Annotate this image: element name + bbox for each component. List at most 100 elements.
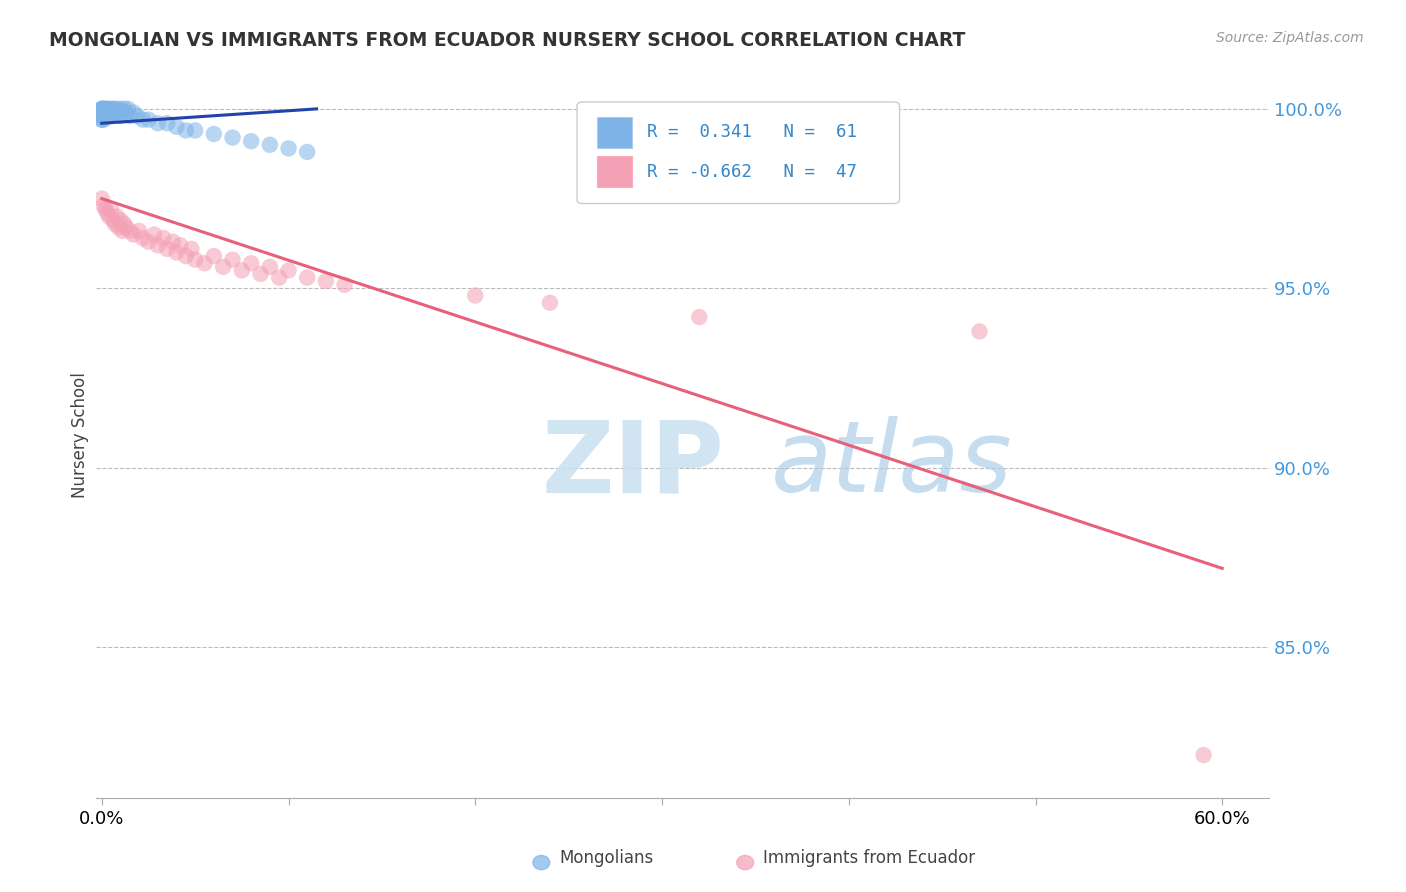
Point: [101, 105, 124, 120]
Point: [105, 105, 128, 120]
Point: [96, 102, 118, 116]
Point: [969, 325, 991, 339]
Point: [96, 105, 118, 120]
Point: [98, 210, 121, 224]
Text: Source: ZipAtlas.com: Source: ZipAtlas.com: [1216, 31, 1364, 45]
Point: [93, 112, 115, 127]
Point: [166, 120, 188, 134]
Point: [169, 238, 191, 252]
Point: [688, 310, 710, 324]
Point: [259, 260, 281, 274]
Point: [212, 260, 235, 274]
Point: [110, 109, 132, 123]
Point: [180, 242, 202, 256]
Point: [90, 105, 112, 120]
Point: [277, 263, 299, 277]
Point: [128, 224, 150, 238]
Point: [111, 224, 134, 238]
Point: [259, 137, 281, 152]
Point: [132, 112, 155, 127]
Point: [240, 256, 263, 270]
Point: [127, 109, 149, 123]
Point: [96, 105, 118, 120]
Point: [90, 112, 112, 127]
FancyBboxPatch shape: [576, 102, 900, 203]
Point: [90, 192, 112, 206]
Point: [202, 127, 225, 141]
Point: [118, 224, 141, 238]
Point: [122, 105, 145, 120]
Point: [98, 102, 121, 116]
Point: [315, 274, 337, 288]
Point: [112, 217, 135, 231]
Point: [93, 105, 115, 120]
Point: [110, 102, 132, 116]
Point: [90, 112, 112, 127]
Point: [93, 199, 115, 213]
Point: [115, 220, 138, 235]
Point: [1192, 747, 1215, 762]
Point: [221, 252, 243, 267]
Point: [138, 112, 160, 127]
Point: [90, 105, 112, 120]
Point: [221, 130, 243, 145]
Point: [90, 102, 112, 116]
Point: [90, 102, 112, 116]
Point: [269, 270, 291, 285]
Point: [107, 220, 129, 235]
Point: [100, 105, 122, 120]
Point: [277, 141, 299, 155]
Point: [193, 256, 215, 270]
Point: [98, 105, 121, 120]
Point: [100, 102, 122, 116]
Point: [93, 105, 115, 120]
Point: [93, 102, 115, 116]
Text: R =  0.341   N =  61: R = 0.341 N = 61: [647, 123, 858, 142]
Point: [94, 102, 117, 116]
Point: [231, 263, 253, 277]
Point: [104, 217, 127, 231]
Point: [94, 109, 117, 123]
Point: [101, 102, 124, 116]
Point: [146, 116, 169, 130]
Point: [104, 105, 127, 120]
Point: [94, 202, 117, 217]
Point: [295, 270, 318, 285]
Point: [184, 123, 207, 137]
Point: [240, 134, 263, 148]
Y-axis label: Nursery School: Nursery School: [72, 373, 89, 499]
Text: atlas: atlas: [770, 416, 1012, 513]
Point: [94, 102, 117, 116]
Point: [110, 213, 132, 227]
Point: [98, 109, 121, 123]
Point: [96, 109, 118, 123]
Point: [112, 102, 135, 116]
Point: [202, 249, 225, 263]
Bar: [598, 117, 633, 148]
Point: [184, 252, 207, 267]
Text: Mongolians: Mongolians: [560, 849, 654, 867]
Point: [333, 277, 356, 292]
Point: [101, 213, 124, 227]
Point: [162, 235, 184, 249]
Point: [538, 295, 561, 310]
Point: [105, 210, 128, 224]
Bar: [598, 156, 633, 186]
Point: [115, 105, 138, 120]
Point: [93, 109, 115, 123]
Point: [146, 238, 169, 252]
Point: [90, 109, 112, 123]
Point: [90, 102, 112, 116]
Point: [104, 102, 127, 116]
Text: ZIP: ZIP: [541, 416, 724, 513]
Point: [156, 242, 179, 256]
Point: [93, 102, 115, 116]
Point: [94, 105, 117, 120]
Point: [138, 235, 160, 249]
Point: [117, 102, 139, 116]
Point: [107, 105, 129, 120]
Text: R = -0.662   N =  47: R = -0.662 N = 47: [647, 162, 858, 180]
Point: [100, 202, 122, 217]
Point: [111, 105, 134, 120]
Point: [96, 206, 118, 220]
